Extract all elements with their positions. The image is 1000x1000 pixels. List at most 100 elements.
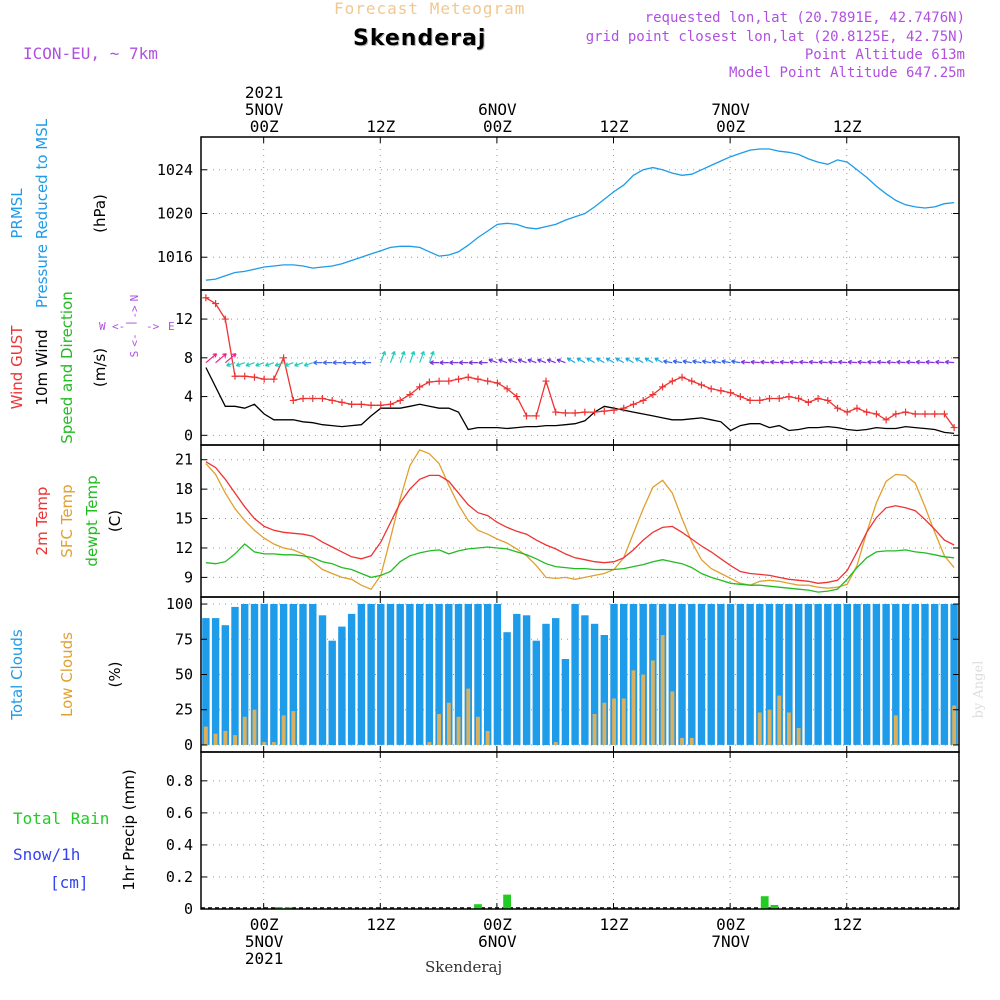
total-cloud-bar (746, 604, 754, 745)
wind-direction-arrow (615, 357, 625, 364)
wind-direction-arrow (721, 359, 731, 365)
low-cloud-bar (660, 635, 665, 745)
precip-tick-label: 0.4 (166, 836, 193, 854)
total-cloud-bar (892, 604, 900, 745)
gust-marker (872, 410, 880, 418)
temp-tick-label: 12 (175, 539, 193, 557)
total-cloud-bar (824, 604, 832, 745)
low-cloud-bar (553, 742, 558, 745)
gust-marker (250, 373, 258, 381)
wind-direction-arrow (625, 357, 634, 364)
low-cloud-bar (777, 695, 782, 745)
top-time-label: 7NOV (711, 100, 750, 119)
model-label: ICON-EU, ~ 7km (23, 44, 158, 63)
total-cloud-bar (416, 604, 424, 745)
total-cloud-bar (493, 604, 502, 745)
low-cloud-bar (291, 711, 296, 745)
wind-direction-arrow (429, 360, 440, 366)
total-cloud-bar (804, 604, 813, 745)
t2m-line (205, 461, 955, 584)
wind-tick-label: 12 (175, 310, 193, 328)
wind-direction-arrow (867, 359, 877, 365)
total-cloud-bar (309, 604, 317, 745)
gust-marker (571, 409, 579, 417)
total-cloud-bar (765, 604, 774, 745)
total-cloud-bar (921, 604, 929, 745)
bottom-time-label: 00Z (483, 915, 512, 934)
wind-direction-arrow (769, 359, 780, 365)
wind-tick-label: 4 (184, 388, 193, 406)
gust-marker (231, 372, 239, 380)
bottom-time-label: 12Z (366, 915, 395, 934)
total-cloud-bar (882, 604, 890, 745)
gust-marker (746, 396, 754, 404)
compass-n: N (128, 295, 141, 302)
wind-direction-arrow (488, 358, 498, 364)
gust-marker (659, 383, 667, 391)
gust-marker (455, 375, 463, 383)
total-cloud-bar (503, 632, 511, 745)
forecast-title: Forecast Meteogram (334, 0, 526, 18)
low-cloud-bar (437, 714, 441, 745)
wind-direction-arrow (605, 357, 615, 364)
top-time-label: 2021 (245, 83, 284, 102)
wind-direction-arrow (226, 362, 236, 367)
sfc-temp-line (205, 449, 955, 590)
wind-direction-arrow (925, 359, 935, 365)
temp-frame (200, 444, 960, 598)
total-cloud-bar (639, 604, 647, 745)
frame-layer (200, 136, 960, 910)
wind-tick-label: 8 (184, 349, 193, 367)
gust-marker (493, 379, 501, 387)
gust-marker (775, 395, 783, 402)
wind-direction-arrow (449, 360, 459, 366)
total-cloud-bar (260, 604, 268, 745)
temp-tick-label: 9 (184, 568, 193, 586)
compass-glyph: | (124, 320, 137, 327)
wind-direction-arrow (546, 358, 556, 364)
gust-marker (406, 391, 414, 399)
gust-marker (620, 404, 628, 412)
wind-direction-arrow (576, 357, 586, 364)
bottom-time-label: 2021 (245, 949, 284, 968)
wind-direction-arrow (389, 350, 396, 363)
gust-marker (280, 354, 288, 362)
gust-marker (766, 395, 773, 402)
wind-direction-arrow (224, 353, 237, 364)
low-cloud-bar (446, 702, 451, 745)
total-cloud-bar (726, 604, 735, 745)
gust-marker (600, 407, 608, 415)
total-cloud-bar (872, 604, 881, 745)
wind-direction-arrow (507, 358, 518, 364)
wind-direction-arrow (644, 357, 654, 364)
precip-frame (200, 751, 960, 910)
total-cloud-bar (250, 604, 259, 745)
gust-marker (756, 396, 764, 404)
wind-direction-arrow (342, 360, 352, 366)
low-cloud-bar (592, 714, 597, 745)
precip-tick-label: 0.6 (166, 804, 193, 822)
low-cloud-bar (213, 733, 218, 745)
low-cloud-bar (262, 742, 267, 745)
compass-e: E (168, 320, 175, 333)
wind-direction-arrow (915, 359, 926, 365)
gust-marker (736, 393, 744, 401)
total-cloud-bar (736, 604, 745, 745)
compass-arrow-e: -> (146, 320, 160, 333)
compass-s: S (128, 351, 141, 358)
gust-marker (824, 396, 832, 404)
compass-w: W (99, 320, 106, 333)
bottom-time-label: 12Z (833, 915, 862, 934)
total-cloud-bar (552, 618, 560, 745)
clouds-tick-label: 100 (166, 595, 193, 613)
snow-label: Snow/1h (13, 845, 80, 864)
point-altitude: Point Altitude 613m (804, 47, 965, 63)
gust-marker (561, 409, 569, 417)
wind-direction-arrow (537, 358, 547, 364)
clouds-axis-label: Total Clouds (8, 629, 26, 721)
wind-direction-arrow (215, 353, 227, 364)
gust-marker (484, 377, 492, 385)
gust-marker (513, 393, 521, 401)
gust-marker (882, 416, 890, 424)
gust-marker (688, 377, 696, 385)
